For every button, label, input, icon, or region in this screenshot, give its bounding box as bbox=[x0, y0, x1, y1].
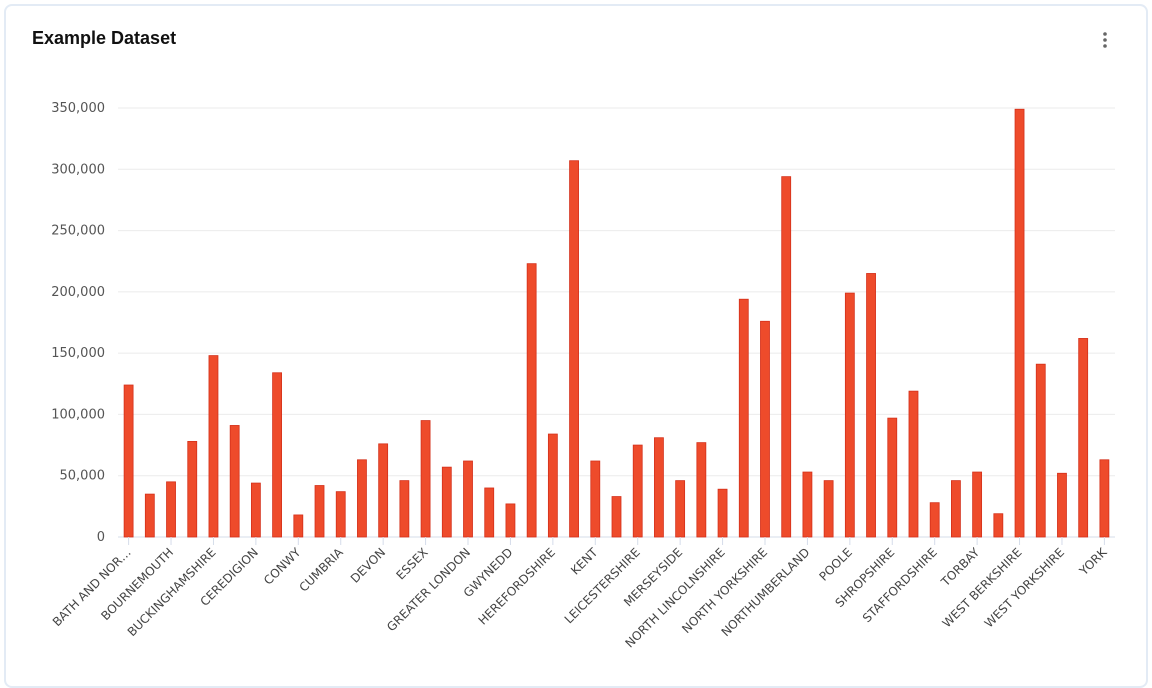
bar bbox=[272, 372, 282, 538]
x-tick-label: CONWY bbox=[261, 545, 304, 588]
more-vertical-icon[interactable] bbox=[1097, 30, 1113, 50]
bar-chart: 0 50,000 100,000 150,000 200,000 250,000 300,0… bbox=[50, 101, 1115, 650]
x-tick-label: CUMBRIA bbox=[296, 545, 346, 595]
x-tick-label: STAFFORDSHIRE bbox=[860, 545, 940, 625]
bar bbox=[866, 273, 876, 538]
x-tick-label: HEREFORDSHIRE bbox=[476, 545, 558, 627]
bar bbox=[399, 480, 410, 538]
bar bbox=[420, 420, 431, 538]
bar bbox=[738, 298, 749, 538]
bar bbox=[144, 493, 155, 538]
bar bbox=[293, 514, 304, 538]
x-tick-label: YORK bbox=[1076, 544, 1110, 578]
bar bbox=[357, 459, 367, 538]
more-vertical-icon-svg bbox=[1103, 32, 1107, 48]
y-tick-label: 150,000 bbox=[51, 346, 105, 361]
bar bbox=[654, 437, 664, 538]
bar bbox=[590, 460, 601, 538]
bar bbox=[229, 425, 240, 538]
bar bbox=[314, 485, 325, 538]
bar bbox=[781, 176, 792, 538]
bar bbox=[823, 480, 834, 538]
bar bbox=[675, 480, 686, 538]
y-tick-label: 50,000 bbox=[60, 469, 106, 484]
bar bbox=[760, 320, 770, 538]
x-tick-label: LEICESTERSHIRE bbox=[562, 545, 643, 626]
y-tick-label: 350,000 bbox=[51, 101, 105, 116]
bar bbox=[1014, 108, 1025, 538]
bar bbox=[463, 460, 473, 538]
y-tick-label: 100,000 bbox=[51, 407, 105, 422]
bar bbox=[1057, 472, 1067, 538]
bar bbox=[250, 482, 261, 538]
bar bbox=[526, 263, 537, 538]
bar bbox=[696, 442, 707, 538]
x-tick-label: ESSEX bbox=[393, 545, 430, 582]
bar bbox=[972, 471, 983, 538]
x-tick-label: POOLE bbox=[816, 545, 854, 583]
bar bbox=[908, 390, 919, 538]
bar bbox=[1099, 459, 1110, 538]
chart-title: Example Dataset bbox=[32, 28, 177, 48]
bar bbox=[611, 496, 622, 538]
bar bbox=[335, 491, 346, 538]
x-tick-label: DEVON bbox=[348, 545, 388, 585]
y-tick-label: 0 bbox=[97, 530, 105, 545]
bar bbox=[441, 466, 452, 538]
bar bbox=[123, 384, 134, 538]
bar bbox=[993, 513, 1004, 538]
bar bbox=[166, 481, 176, 538]
bar bbox=[187, 440, 198, 538]
bar bbox=[717, 488, 728, 538]
bar bbox=[505, 503, 516, 538]
bar bbox=[378, 443, 389, 538]
bar bbox=[887, 417, 898, 538]
bar bbox=[1078, 338, 1089, 538]
bar bbox=[1035, 363, 1046, 538]
bar bbox=[929, 502, 940, 538]
y-tick-label: 300,000 bbox=[51, 162, 105, 177]
bar bbox=[484, 487, 495, 538]
y-tick-label: 200,000 bbox=[51, 285, 105, 300]
bar bbox=[547, 433, 558, 538]
bar bbox=[844, 292, 855, 538]
y-tick-label: 250,000 bbox=[51, 224, 105, 239]
bar bbox=[951, 480, 961, 538]
bar bbox=[208, 355, 219, 538]
x-tick-label: WEST BERKSHIRE bbox=[940, 545, 1025, 630]
x-tick-label: BATH AND NOR… bbox=[50, 545, 134, 629]
bar bbox=[632, 444, 643, 538]
x-tick-label: WEST YORKSHIRE bbox=[982, 545, 1067, 630]
x-tick-label: BOURNEMOUTH bbox=[98, 545, 176, 623]
x-tick-label: KENT bbox=[568, 545, 601, 578]
bar bbox=[569, 160, 579, 538]
bar bbox=[802, 471, 813, 538]
